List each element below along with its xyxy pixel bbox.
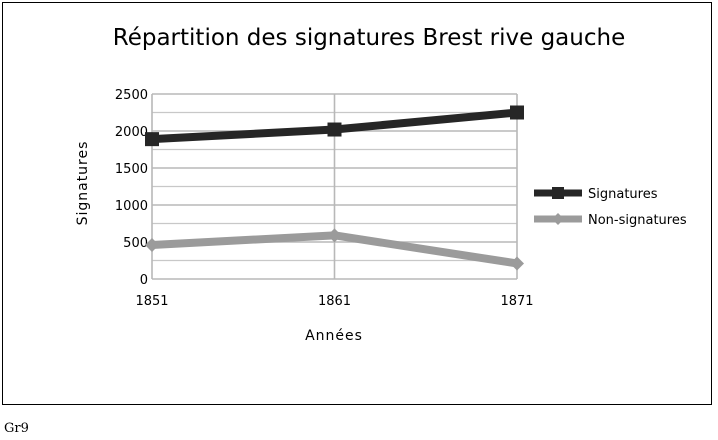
signatures-point: [327, 122, 342, 137]
non-signatures-point: [510, 256, 524, 271]
chart-title: Répartition des signatures Brest rive ga…: [113, 25, 625, 51]
y-tick-label: 2000: [115, 125, 148, 140]
y-tick-label: 2500: [115, 88, 148, 103]
x-tick-label: 1871: [500, 294, 533, 309]
series-lines: [145, 105, 524, 271]
y-tick-label: 500: [123, 236, 148, 251]
chart-frame: Répartition des signatures Brest rive ga…: [2, 2, 712, 405]
y-axis-ticks: 0 500 1000 1500 2000 2500: [115, 88, 148, 288]
y-tick-label: 1500: [115, 162, 148, 177]
legend-signatures-marker: [552, 187, 564, 199]
y-tick-label: 0: [140, 273, 148, 288]
x-axis-ticks: 1851 1861 1871: [135, 294, 533, 309]
x-tick-label: 1851: [135, 294, 168, 309]
non-signatures-point: [145, 237, 159, 252]
legend-non-signatures-marker: [552, 213, 564, 225]
signatures-point: [145, 132, 159, 147]
x-axis-title: Années: [305, 328, 363, 344]
y-tick-label: 1000: [115, 199, 148, 214]
y-axis-title: Signatures: [75, 141, 91, 226]
legend-signatures-label: Signatures: [588, 187, 658, 202]
non-signatures-point: [327, 228, 342, 243]
signatures-point: [510, 105, 524, 120]
x-tick-label: 1861: [318, 294, 351, 309]
line-chart: Répartition des signatures Brest rive ga…: [75, 25, 687, 344]
legend-non-signatures-label: Non-signatures: [588, 213, 687, 228]
legend: Signatures Non-signatures: [534, 187, 687, 228]
footer-note: Gr9: [4, 421, 29, 436]
